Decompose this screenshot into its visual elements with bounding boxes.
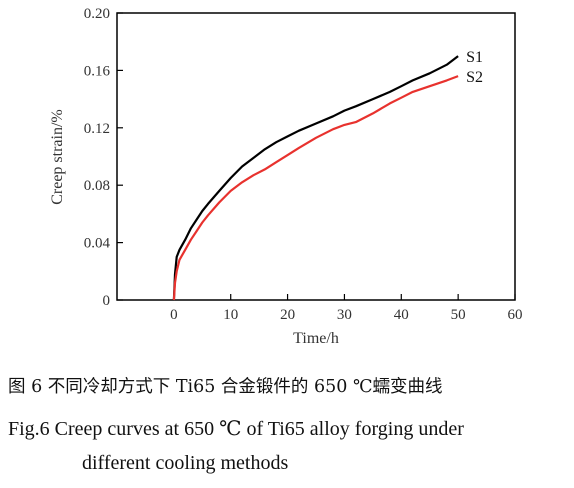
- plot-frame: [116, 12, 516, 301]
- series-label-s1: S1: [466, 49, 483, 66]
- caption-english-line2: different cooling methods: [82, 452, 289, 474]
- y-tick-label: 0.04: [84, 236, 111, 252]
- y-axis-label: Creep strain/%: [49, 109, 66, 205]
- x-tick-label: 30: [337, 307, 352, 323]
- x-tick-label: 60: [508, 307, 523, 323]
- x-tick-label: 10: [223, 307, 238, 323]
- series-line-s2: [172, 75, 459, 301]
- y-tick-label: 0.16: [84, 63, 111, 79]
- x-tick-label: 20: [280, 307, 295, 323]
- series-line-s1: [172, 55, 459, 301]
- y-tick-label: 0.20: [84, 6, 110, 22]
- x-axis-label: Time/h: [293, 330, 339, 347]
- caption-english-line1: Fig.6 Creep curves at 650 ℃ of Ti65 allo…: [8, 418, 464, 440]
- y-tick-label: 0.08: [84, 178, 110, 194]
- y-tick-label: 0: [103, 293, 111, 309]
- tick-group: 0 10 20 30 40 50 60 0 0.04 0.08 0.12 0.16 0.20: [84, 6, 523, 323]
- y-tick-label: 0.12: [84, 121, 110, 137]
- x-tick-label: 50: [451, 307, 466, 323]
- series-label-s2: S2: [466, 69, 483, 86]
- x-tick-label: 40: [394, 307, 409, 323]
- caption-chinese: 图 6 不同冷却方式下 Ti65 合金锻件的 650 ℃蠕变曲线: [8, 377, 443, 397]
- x-tick-label: 0: [170, 307, 178, 323]
